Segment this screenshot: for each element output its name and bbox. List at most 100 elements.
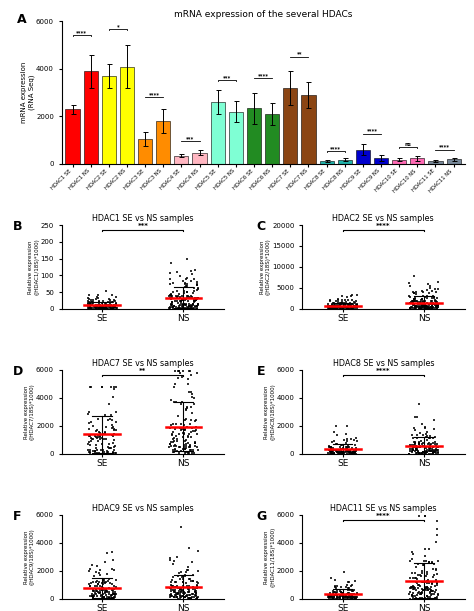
Point xyxy=(175,442,183,452)
Point xyxy=(419,291,427,301)
Point xyxy=(338,304,346,313)
Point xyxy=(332,303,339,313)
Point xyxy=(428,447,436,456)
Point xyxy=(185,584,192,594)
Point xyxy=(191,584,199,594)
Point xyxy=(184,439,192,448)
Point xyxy=(421,447,428,457)
Point xyxy=(100,304,107,313)
Point xyxy=(110,445,118,455)
Point xyxy=(177,593,184,603)
Point xyxy=(167,258,175,268)
Point xyxy=(423,443,430,453)
Point xyxy=(416,400,423,409)
Point xyxy=(433,300,441,310)
Point xyxy=(410,296,418,306)
Point xyxy=(109,438,117,448)
Point xyxy=(182,405,190,415)
Point xyxy=(411,412,419,422)
Point xyxy=(102,302,110,312)
Point xyxy=(96,303,104,313)
Point xyxy=(329,303,337,313)
Point xyxy=(331,582,339,592)
Point xyxy=(193,301,201,310)
Point xyxy=(86,303,94,313)
Point xyxy=(328,446,336,456)
Point xyxy=(167,289,175,299)
Point xyxy=(421,448,428,458)
Point xyxy=(182,414,190,424)
Point xyxy=(112,425,120,435)
Point xyxy=(418,589,425,599)
Point xyxy=(328,300,336,310)
Point xyxy=(173,419,180,429)
Point xyxy=(347,299,355,309)
Point xyxy=(431,301,439,310)
Point xyxy=(420,304,428,313)
Point xyxy=(411,293,419,302)
Point xyxy=(185,587,192,597)
Point xyxy=(327,302,334,312)
Point xyxy=(337,590,345,600)
Point xyxy=(194,299,202,309)
Point xyxy=(416,588,423,598)
Point xyxy=(108,410,115,420)
Point xyxy=(412,301,420,311)
Point xyxy=(94,292,101,302)
Point xyxy=(351,592,358,602)
Point xyxy=(189,557,196,567)
Point xyxy=(427,298,435,307)
Point xyxy=(105,574,112,584)
Point xyxy=(85,304,92,313)
Point xyxy=(416,437,423,447)
Point xyxy=(434,442,441,452)
Point xyxy=(341,593,348,603)
Point xyxy=(334,446,341,456)
Point xyxy=(191,296,199,306)
Point xyxy=(427,433,434,443)
Point xyxy=(422,447,430,456)
Point xyxy=(109,423,117,433)
Point xyxy=(343,592,351,602)
Point xyxy=(177,296,185,306)
Point xyxy=(191,393,198,403)
Point xyxy=(108,304,116,313)
Point xyxy=(176,293,183,303)
Point xyxy=(103,447,110,456)
Point xyxy=(183,591,191,601)
Point xyxy=(427,590,435,600)
Point xyxy=(418,303,425,313)
Point xyxy=(413,574,420,584)
Point xyxy=(110,442,118,452)
Text: ****: **** xyxy=(330,146,341,151)
Point xyxy=(416,581,423,591)
Point xyxy=(165,442,173,452)
Point xyxy=(94,414,101,424)
Point xyxy=(410,296,418,306)
Point xyxy=(348,580,356,590)
Point xyxy=(412,442,419,452)
Point xyxy=(422,432,430,442)
Point xyxy=(432,585,439,595)
Point xyxy=(181,300,189,310)
Point xyxy=(328,573,335,582)
Point xyxy=(192,594,200,604)
Point xyxy=(348,589,356,599)
Point xyxy=(92,426,100,436)
Point xyxy=(427,582,435,592)
Point xyxy=(326,296,334,306)
Point xyxy=(84,298,92,308)
Point xyxy=(350,448,357,458)
Point xyxy=(178,295,186,305)
Point xyxy=(84,409,92,419)
Point xyxy=(426,593,433,602)
Point xyxy=(103,304,110,314)
Point xyxy=(189,299,197,309)
Point xyxy=(353,302,361,312)
Point xyxy=(330,301,337,310)
Point xyxy=(348,585,356,595)
Point xyxy=(191,304,199,313)
Point xyxy=(185,301,192,310)
Point xyxy=(98,578,105,588)
Point xyxy=(332,590,339,599)
